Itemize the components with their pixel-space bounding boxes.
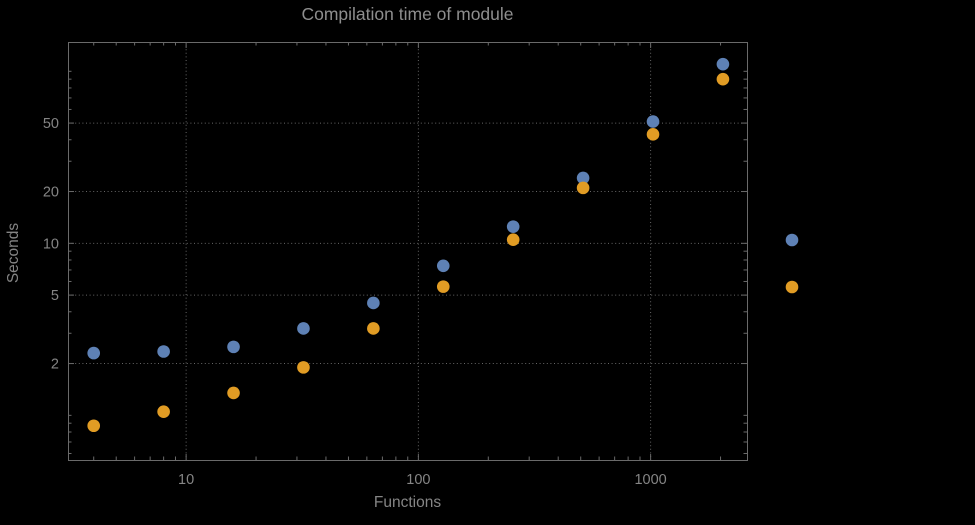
y-tick-label: 20 [43,185,59,201]
chart-title: Compilation time of module [301,4,514,24]
data-point-series-blue [297,322,310,335]
data-point-series-orange [576,181,590,195]
y-tick-label: 50 [43,116,59,132]
y-axis-label: Seconds [5,222,22,284]
x-tick-label: 1000 [634,472,666,488]
data-point-series-blue [506,220,520,233]
plot-frame [68,42,748,461]
data-point-series-orange [87,419,101,433]
data-point-series-blue [157,345,170,358]
data-point-series-orange [506,233,520,246]
data-point-series-blue [367,296,380,310]
legend-marker-2 [785,280,799,294]
data-point-series-blue [227,340,240,354]
data-point-series-blue [436,259,450,273]
data-point-series-orange [646,128,660,141]
data-point-series-blue [87,346,101,360]
data-point-series-orange [297,361,310,374]
data-point-series-blue [646,115,660,128]
x-axis-label: Functions [373,494,442,511]
y-tick-label: 5 [51,288,59,304]
y-tick-label: 2 [51,357,59,373]
data-point-series-orange [716,72,730,86]
x-tick-label: 100 [406,472,430,488]
data-point-series-blue [576,171,590,185]
data-point-series-orange [227,386,240,400]
data-point-series-orange [436,280,450,293]
data-point-series-blue [716,57,730,71]
x-tick-label: 10 [178,472,194,488]
y-tick-label: 10 [43,236,59,252]
data-point-series-orange [367,322,380,335]
legend-marker-1 [785,233,799,247]
data-point-series-orange [157,405,170,418]
